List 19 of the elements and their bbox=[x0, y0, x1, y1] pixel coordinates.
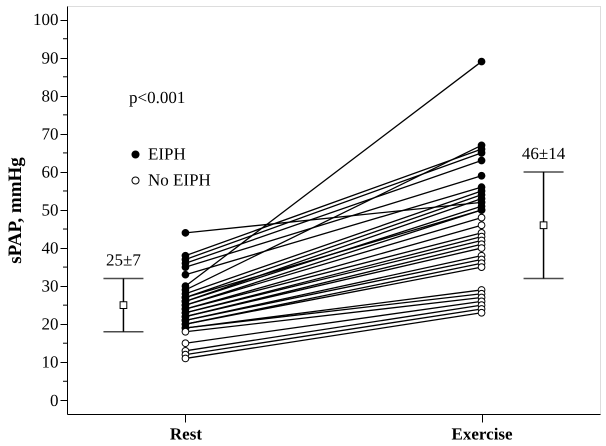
y-tick-label: 90 bbox=[42, 48, 58, 68]
annotation: 46±14 bbox=[522, 144, 566, 163]
y-tick-label: 0 bbox=[50, 390, 58, 410]
legend-label: EIPH bbox=[148, 144, 186, 164]
y-tick-label: 10 bbox=[42, 352, 58, 372]
annotation: 25±7 bbox=[106, 250, 142, 270]
x-tick-label: Rest bbox=[170, 424, 202, 444]
y-tick-label: 80 bbox=[42, 86, 58, 106]
y-tick-label: 20 bbox=[42, 314, 58, 334]
y-tick-label: 50 bbox=[42, 200, 58, 220]
y-axis-title: sPAP, mmHg bbox=[5, 156, 26, 264]
y-tick-label: 30 bbox=[42, 276, 58, 296]
annotation: p<0.001 bbox=[129, 88, 186, 107]
y-tick-label: 40 bbox=[42, 238, 58, 258]
legend-label: No EIPH bbox=[148, 170, 211, 190]
x-tick-label: Exercise bbox=[452, 424, 514, 444]
y-tick-label: 100 bbox=[33, 10, 58, 30]
y-tick-label: 70 bbox=[42, 124, 58, 144]
y-tick-label: 60 bbox=[42, 162, 58, 182]
